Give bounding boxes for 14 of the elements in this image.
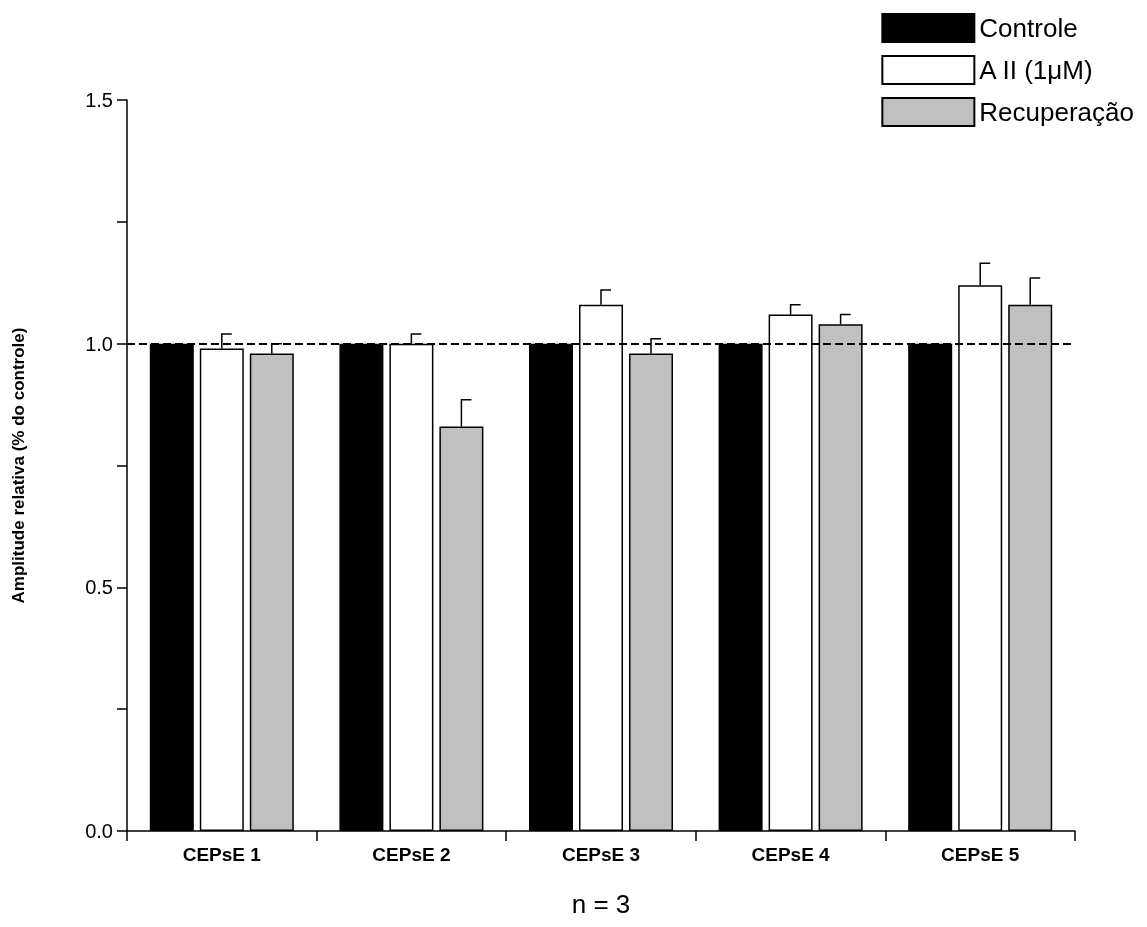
y-tick-label: 0.0 xyxy=(85,820,113,842)
x-tick-label: CEPsE 3 xyxy=(561,844,641,865)
legend-label: A II (1μM) xyxy=(979,55,1093,85)
y-tick-label: 1.5 xyxy=(85,89,113,111)
x-tick-label: CEPsE 1 xyxy=(182,844,262,865)
y-tick-label: 0.5 xyxy=(85,576,113,599)
x-tick-label: CEPsE 2 xyxy=(372,844,451,865)
x-tick-label: CEPsE 4 xyxy=(751,844,831,865)
legend-label: Controle xyxy=(979,13,1078,43)
y-axis-title: Amplitude relativa (% do controle) xyxy=(9,327,28,604)
legend-label: Recuperação xyxy=(979,97,1134,127)
y-tick-label: 1.0 xyxy=(85,332,113,355)
x-axis-title: n = 3 xyxy=(571,889,631,919)
x-tick-label: CEPsE 5 xyxy=(941,844,1020,865)
